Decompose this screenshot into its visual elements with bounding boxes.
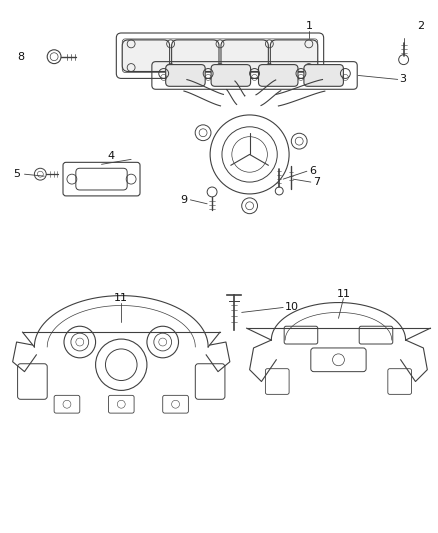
Text: 4: 4: [108, 151, 115, 161]
Text: 3: 3: [400, 75, 406, 84]
Text: 2: 2: [417, 21, 424, 31]
FancyBboxPatch shape: [258, 64, 298, 86]
FancyBboxPatch shape: [166, 64, 205, 86]
FancyBboxPatch shape: [172, 40, 219, 71]
Text: 11: 11: [336, 289, 350, 298]
FancyBboxPatch shape: [304, 64, 343, 86]
FancyBboxPatch shape: [221, 40, 268, 71]
Text: 7: 7: [313, 177, 320, 187]
Text: 9: 9: [180, 195, 187, 205]
Text: 8: 8: [18, 52, 25, 62]
Text: 10: 10: [285, 302, 299, 312]
Text: 6: 6: [309, 166, 316, 176]
Text: 5: 5: [14, 169, 21, 179]
FancyBboxPatch shape: [270, 40, 318, 71]
Text: 11: 11: [114, 293, 128, 303]
FancyBboxPatch shape: [211, 64, 251, 86]
FancyBboxPatch shape: [122, 40, 170, 71]
Text: 1: 1: [305, 21, 312, 31]
